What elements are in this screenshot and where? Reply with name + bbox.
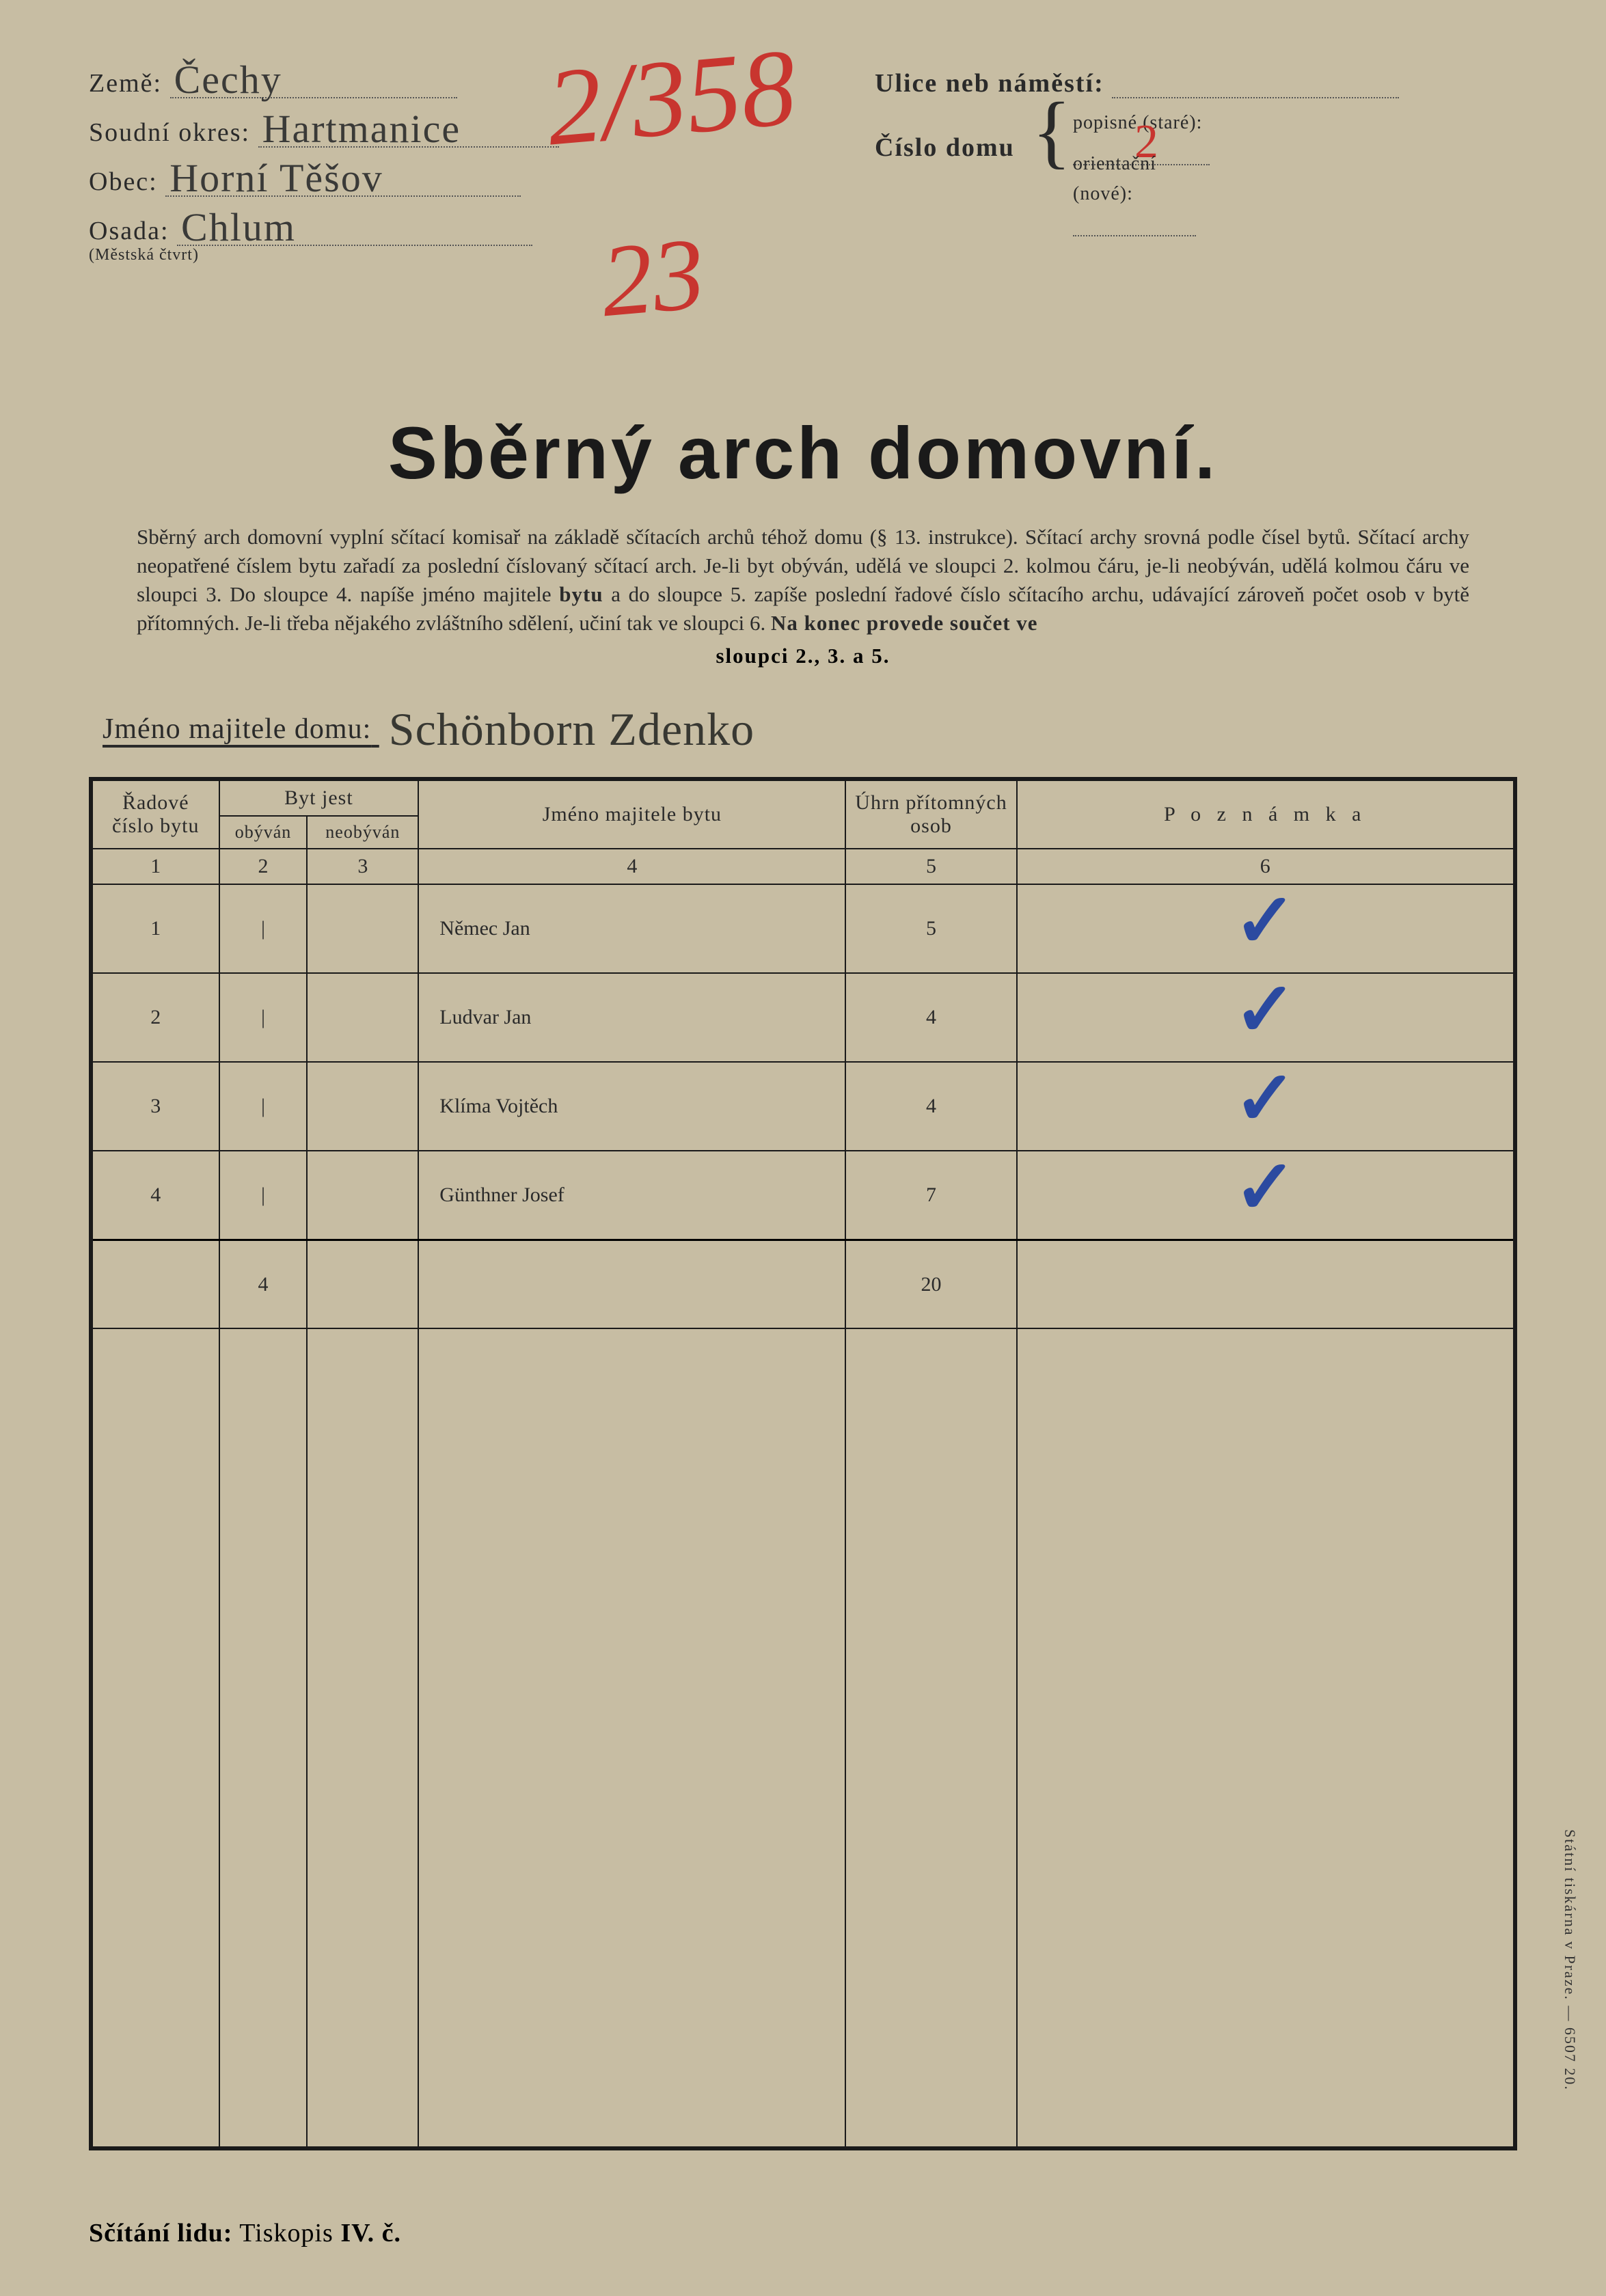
check-icon: ✓ <box>1234 1056 1296 1140</box>
instr-bold1: bytu <box>559 582 603 606</box>
main-table: Řadové číslo bytu Byt jest Jméno majitel… <box>89 777 1517 2150</box>
instructions-text: Sběrný arch domovní vyplní sčítací komis… <box>89 523 1517 637</box>
footer: Sčítání lidu: Tiskopis IV. č. <box>89 2218 401 2248</box>
owner-value: Schönborn Zdenko <box>389 702 754 756</box>
footer-light: Tiskopis <box>232 2219 340 2247</box>
row-neobyvan <box>307 1062 418 1151</box>
row-num: 1 <box>91 884 219 973</box>
th-col4: Jméno majitele bytu <box>418 779 845 849</box>
row-name: Günthner Josef <box>418 1151 845 1240</box>
total-count: 20 <box>845 1240 1016 1328</box>
table-row: 2| Ludvar Jan4✓ <box>91 973 1515 1062</box>
row-count: 5 <box>845 884 1016 973</box>
row-neobyvan <box>307 884 418 973</box>
colnum-4: 4 <box>418 849 845 884</box>
th-col3: neobýván <box>307 816 418 849</box>
th-col2: obýván <box>219 816 308 849</box>
instructions-tail: sloupci 2., 3. a 5. <box>89 644 1517 668</box>
th-col6: P o z n á m k a <box>1017 779 1515 849</box>
row-count: 4 <box>845 973 1016 1062</box>
row-neobyvan <box>307 1151 418 1240</box>
colnum-3: 3 <box>307 849 418 884</box>
instr-bold2: Na konec provede součet ve <box>771 611 1038 635</box>
owner-line: Jméno majitele domu: Schönborn Zdenko <box>89 702 1517 756</box>
total-obyvan: 4 <box>219 1240 308 1328</box>
colnum-2: 2 <box>219 849 308 884</box>
row-name: Klíma Vojtěch <box>418 1062 845 1151</box>
th-col1: Řadové číslo bytu <box>91 779 219 849</box>
row-obyvan: | <box>219 1062 308 1151</box>
row-count: 4 <box>845 1062 1016 1151</box>
row-name: Němec Jan <box>418 884 845 973</box>
row-num: 2 <box>91 973 219 1062</box>
row-obyvan: | <box>219 884 308 973</box>
row-count: 7 <box>845 1151 1016 1240</box>
page-title: Sběrný arch domovní. <box>89 410 1517 495</box>
th-col23: Byt jest <box>219 779 419 816</box>
table-row: 3| Klíma Vojtěch4✓ <box>91 1062 1515 1151</box>
row-note: ✓ <box>1017 973 1515 1062</box>
owner-label: Jméno majitele domu: <box>103 713 371 745</box>
row-obyvan: | <box>219 1151 308 1240</box>
row-note: ✓ <box>1017 1151 1515 1240</box>
label-orientacni: orientační (nové): <box>1073 153 1156 204</box>
label-soudni-okres: Soudní okres: <box>89 118 250 147</box>
annotation-top: 2/358 <box>542 23 801 171</box>
label-obec: Obec: <box>89 167 158 196</box>
row-obyvan: | <box>219 973 308 1062</box>
check-icon: ✓ <box>1234 1145 1296 1229</box>
footer-bold: Sčítání lidu: <box>89 2219 232 2247</box>
table-row: 1| Němec Jan5✓ <box>91 884 1515 973</box>
value-osada: Chlum <box>181 204 296 250</box>
top-right-fields: Ulice neb náměstí: Číslo domu { popisné … <box>875 68 1490 163</box>
th-col5: Úhrn přítomných osob <box>845 779 1016 849</box>
table-row: 4| Günthner Josef7✓ <box>91 1151 1515 1240</box>
label-osada: Osada: <box>89 217 169 245</box>
check-icon: ✓ <box>1234 968 1296 1052</box>
label-cislo-domu: Číslo domu <box>875 133 1015 162</box>
annotation-mid: 23 <box>597 215 709 340</box>
row-num: 4 <box>91 1151 219 1240</box>
row-neobyvan <box>307 973 418 1062</box>
value-soudni-okres: Hartmanice <box>262 106 461 152</box>
check-icon: ✓ <box>1234 879 1296 963</box>
row-note: ✓ <box>1017 1062 1515 1151</box>
colnum-1: 1 <box>91 849 219 884</box>
row-name: Ludvar Jan <box>418 973 845 1062</box>
census-form-page: Země: Čechy Soudní okres: Hartmanice Obe… <box>0 0 1606 2296</box>
value-obec: Horní Těšov <box>169 155 383 201</box>
colnum-5: 5 <box>845 849 1016 884</box>
label-zeme: Země: <box>89 69 162 98</box>
row-note: ✓ <box>1017 884 1515 973</box>
printer-credit: Státní tiskárna v Praze. — 6507 20. <box>1561 1829 1579 2091</box>
footer-bold2: IV. č. <box>340 2219 401 2247</box>
row-num: 3 <box>91 1062 219 1151</box>
value-zeme: Čechy <box>174 57 282 102</box>
